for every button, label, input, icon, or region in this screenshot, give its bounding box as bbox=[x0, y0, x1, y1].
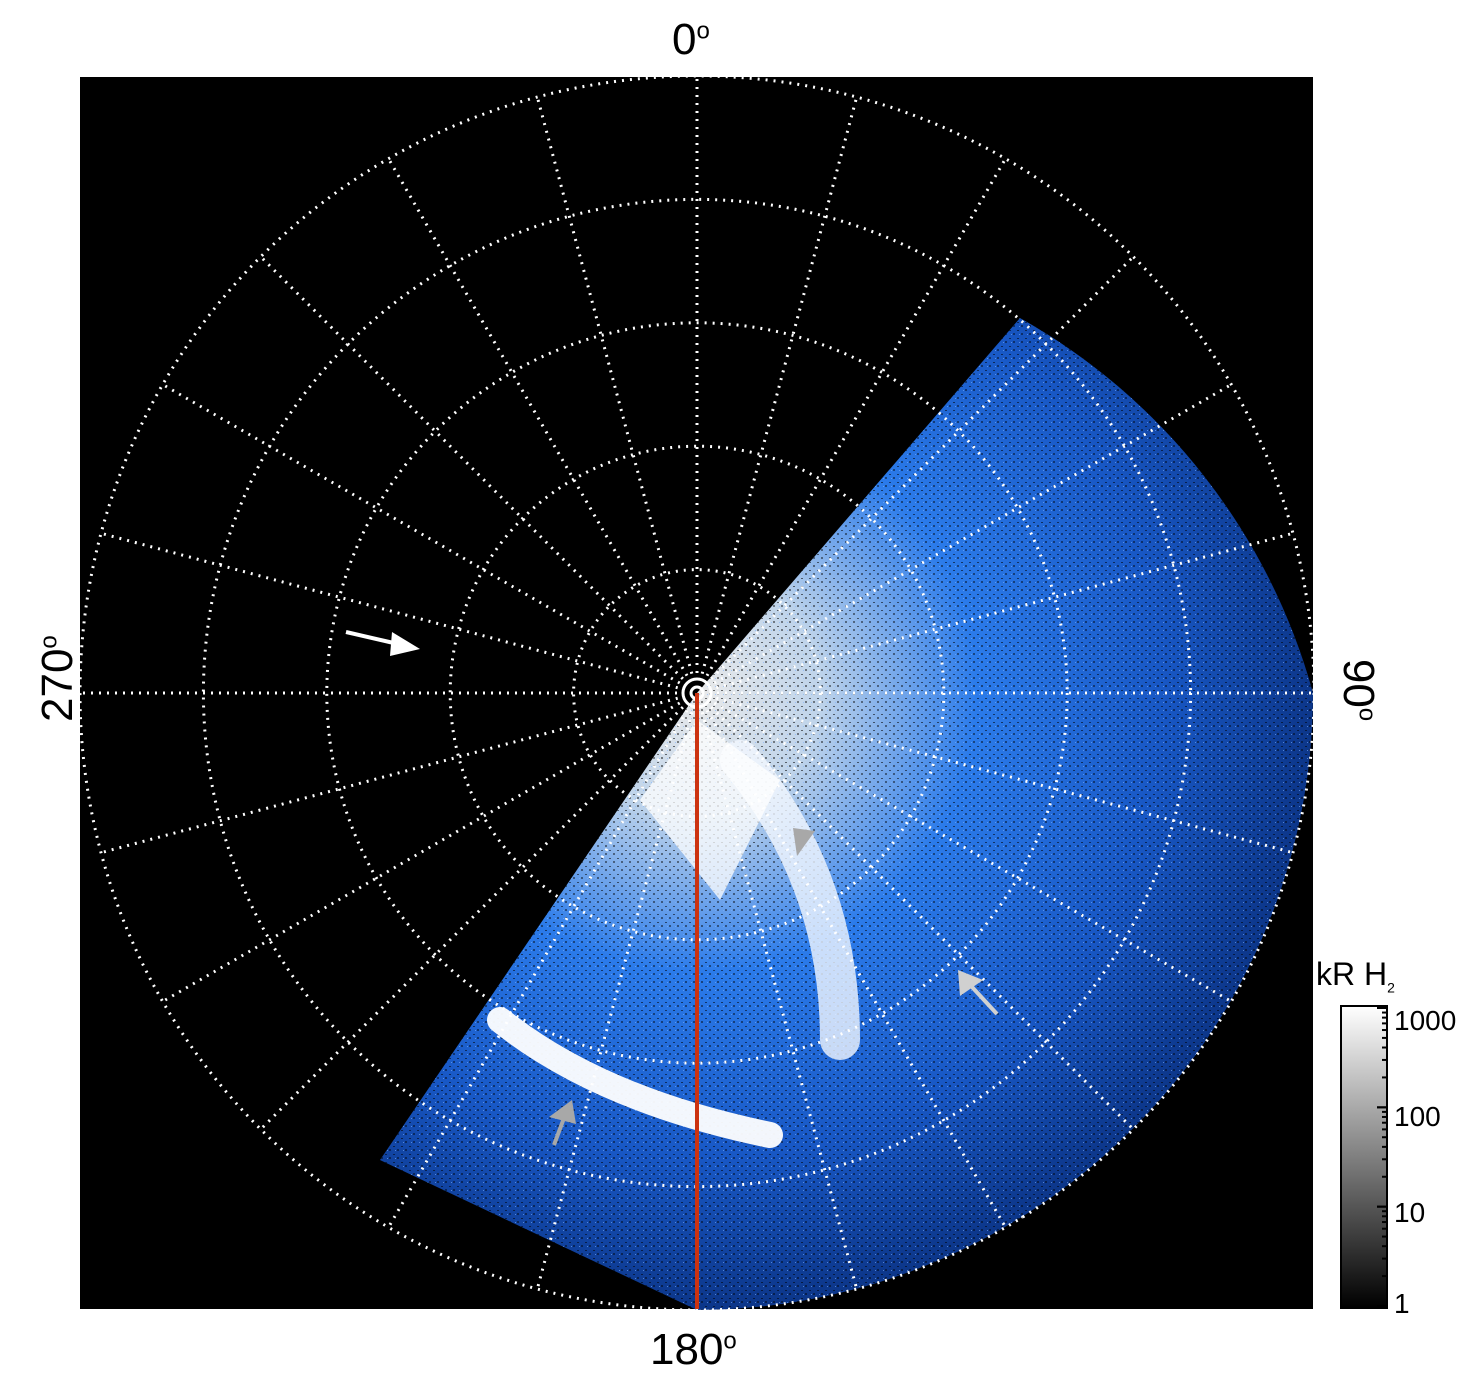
gray-arrowhead-upper bbox=[793, 828, 815, 856]
label-270-degrees: 270o bbox=[33, 635, 82, 722]
longitude-line bbox=[100, 696, 679, 855]
gray-arrow-right bbox=[958, 970, 999, 1016]
emission-region bbox=[380, 318, 1313, 1310]
longitude-line bbox=[713, 383, 1233, 685]
longitude-line bbox=[715, 696, 1294, 855]
longitude-line bbox=[715, 531, 1294, 690]
longitude-line bbox=[705, 709, 1007, 1229]
longitude-line bbox=[259, 255, 684, 680]
longitude-line bbox=[535, 96, 694, 675]
longitude-line bbox=[713, 701, 1233, 1003]
white-arrow bbox=[345, 630, 420, 656]
gray-arrow-lower bbox=[549, 1100, 576, 1146]
colorbar-title: kR H2 bbox=[1316, 956, 1395, 996]
longitude-line bbox=[710, 706, 1135, 1131]
colorbar-tick-label: 1 bbox=[1394, 1288, 1410, 1319]
longitude-line bbox=[710, 255, 1135, 680]
longitude-line bbox=[161, 701, 681, 1003]
label-0-degrees: 0o bbox=[672, 15, 710, 64]
latitude-ring bbox=[325, 321, 1069, 1065]
longitude-line bbox=[161, 383, 681, 685]
colorbar-tick-label: 1000 bbox=[1394, 1005, 1457, 1036]
auroral-inner-glow bbox=[640, 720, 780, 900]
longitude-line bbox=[700, 96, 859, 675]
longitude-line bbox=[700, 711, 859, 1290]
colorbar-ticks bbox=[1377, 1007, 1387, 1307]
colorbar bbox=[1340, 1005, 1388, 1309]
longitude-line bbox=[100, 531, 679, 690]
degree-symbol: o bbox=[723, 1327, 737, 1355]
colorbar-tick-label: 100 bbox=[1394, 1101, 1441, 1132]
longitude-line bbox=[387, 157, 689, 677]
auroral-main-arc bbox=[487, 1007, 783, 1148]
longitude-line bbox=[387, 709, 689, 1229]
colorbar-gradient bbox=[1340, 1005, 1388, 1309]
longitude-line bbox=[535, 711, 694, 1290]
emission-noise bbox=[380, 318, 1313, 1310]
label-90-degrees: 90o bbox=[1334, 658, 1383, 722]
degree-symbol: o bbox=[35, 635, 63, 649]
polar-grid bbox=[78, 74, 1316, 1312]
degree-symbol: o bbox=[1353, 707, 1381, 722]
colorbar-tick-label: 10 bbox=[1394, 1197, 1426, 1228]
latitude-ring bbox=[78, 74, 1316, 1312]
degree-symbol: o bbox=[696, 17, 710, 45]
label-180-degrees: 180o bbox=[650, 1325, 737, 1374]
longitude-line bbox=[705, 157, 1007, 677]
longitude-line bbox=[259, 706, 684, 1131]
